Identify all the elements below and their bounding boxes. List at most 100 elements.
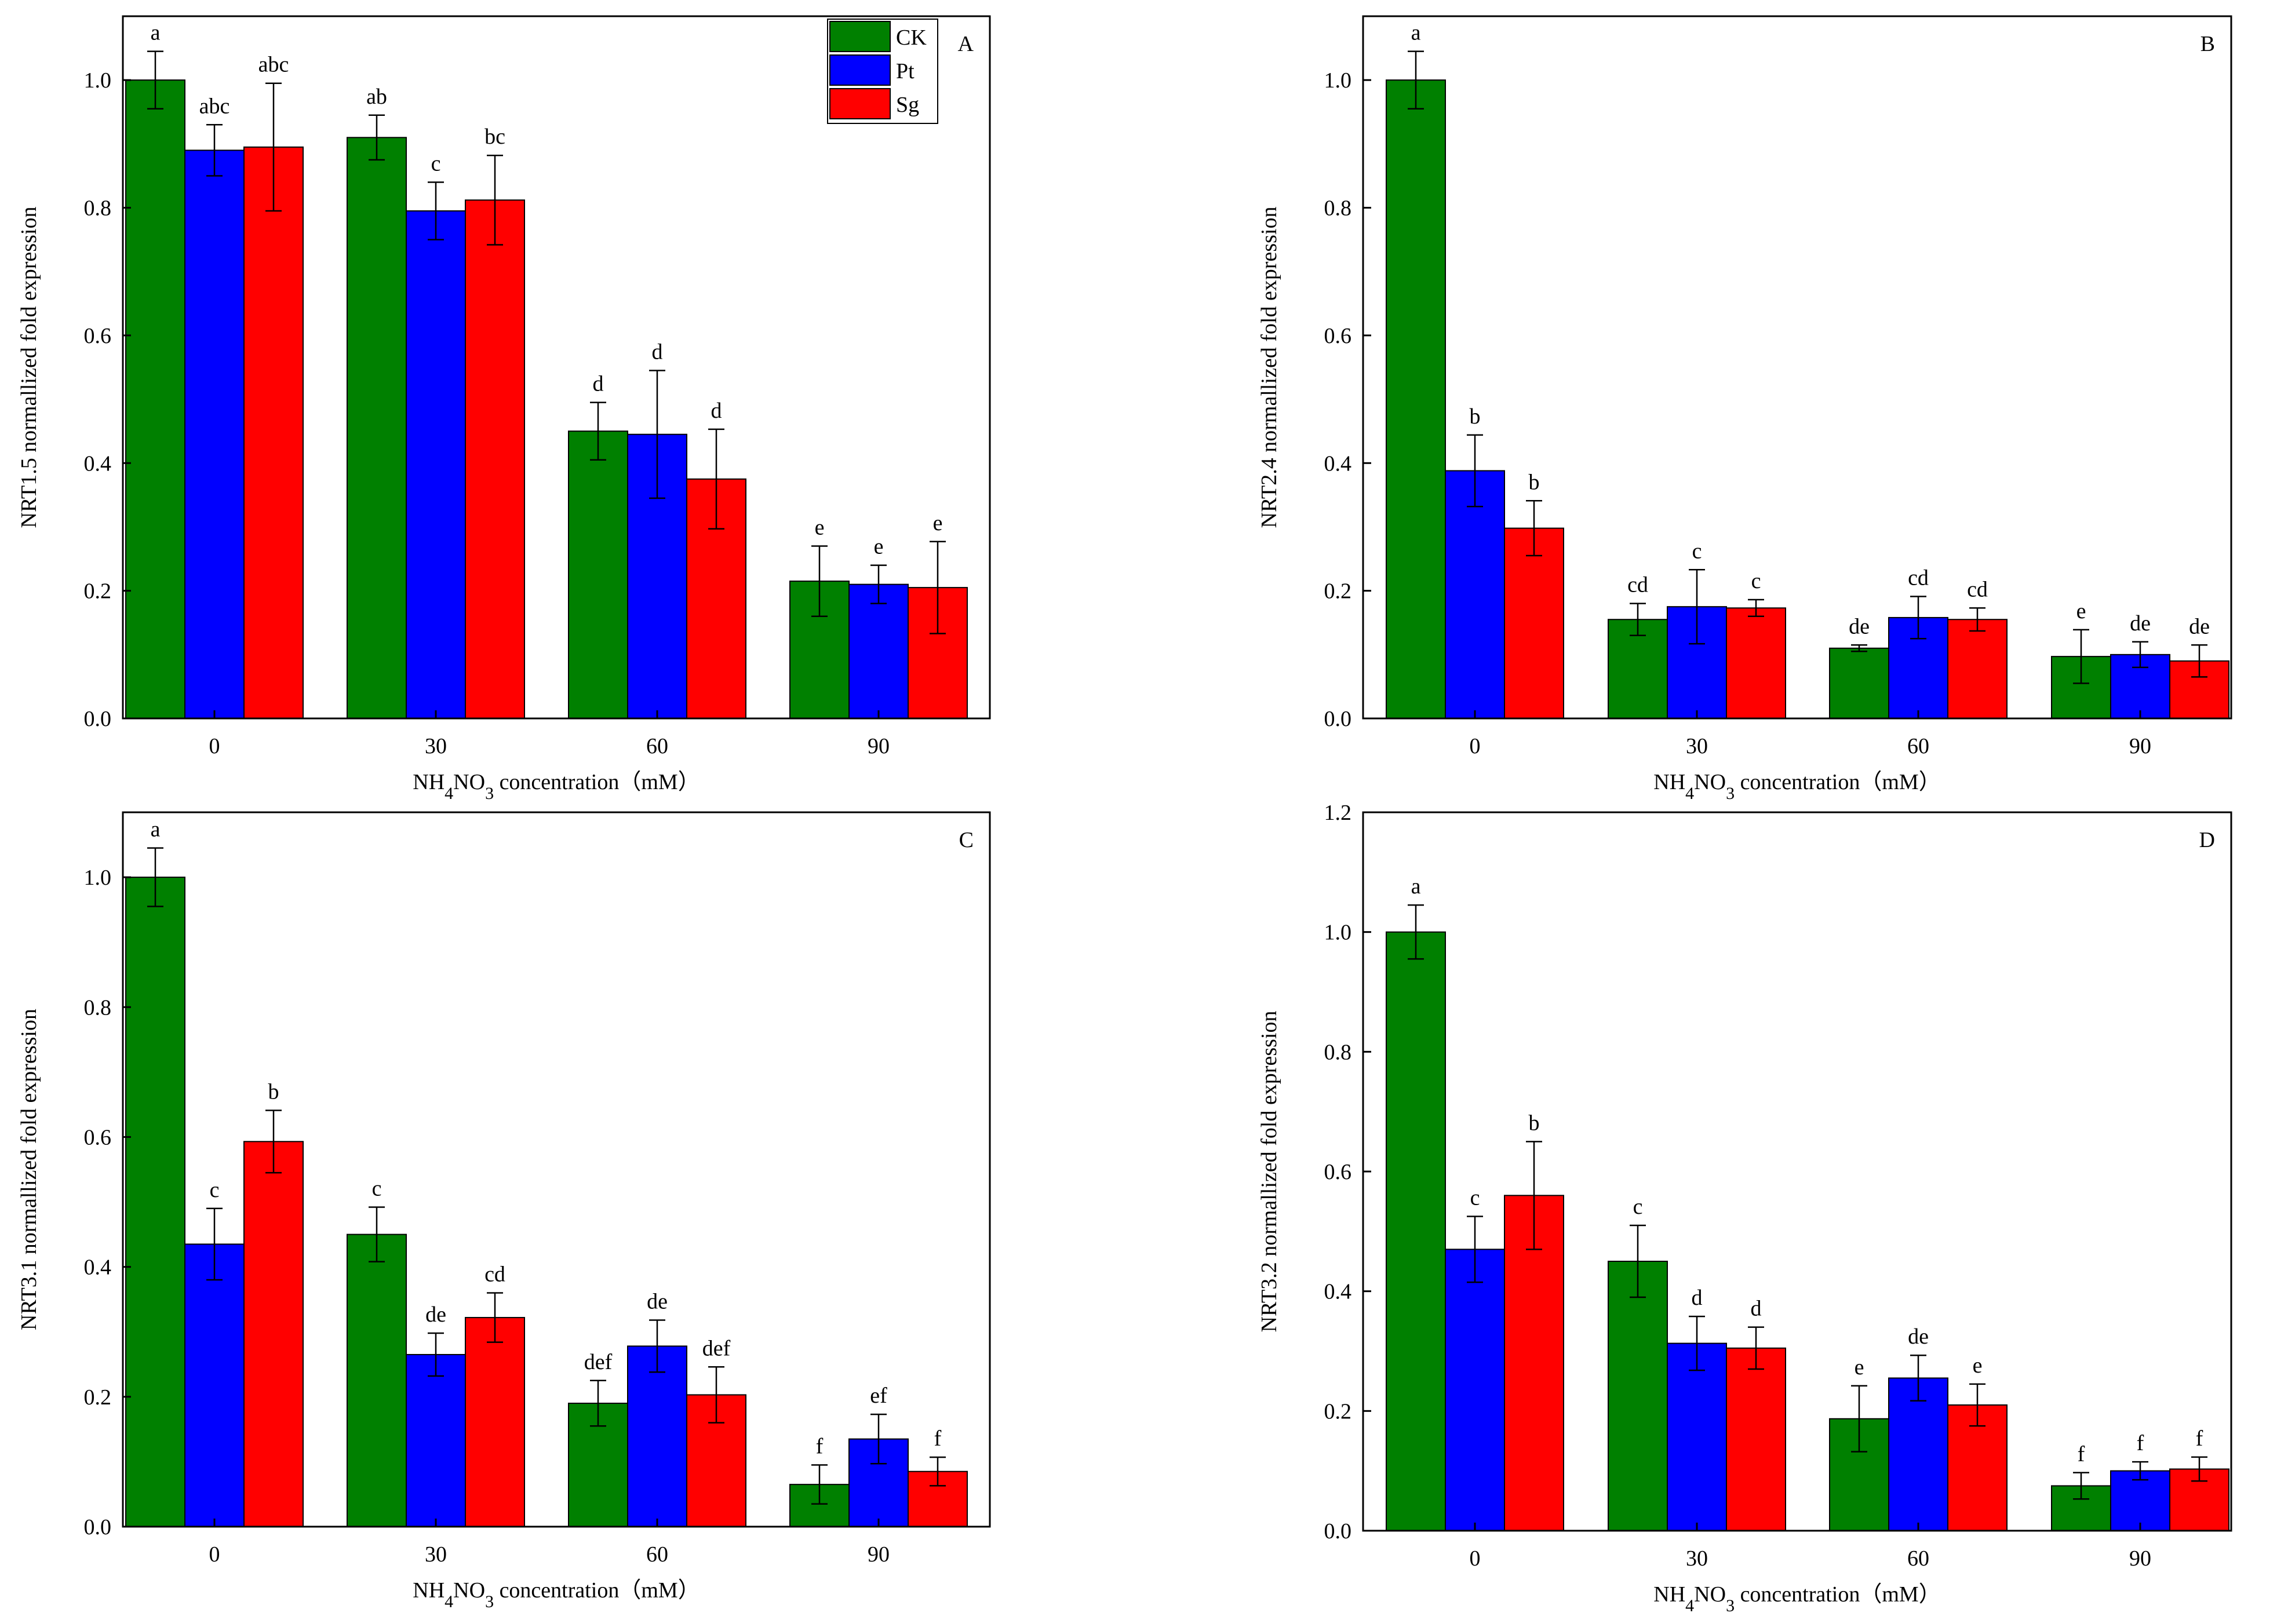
xtick-label-D-0: 0: [1470, 1546, 1481, 1571]
sig-letter-C-ck-0: a: [151, 818, 161, 842]
bar-B-sg-0: [1504, 527, 1564, 720]
xtick-label-D-90: 90: [2129, 1546, 2151, 1571]
bar-A-pt-0: [184, 149, 245, 719]
bar-C-pt-60: [627, 1345, 687, 1527]
bar-B-sg-60: [1947, 619, 2008, 719]
sig-letter-A-ck-90: e: [815, 516, 825, 540]
errorbar-B-pt-0: [1467, 434, 1483, 508]
legend-swatch-ck: [829, 21, 891, 52]
ytick-label-C-0: 0.0: [84, 1515, 112, 1539]
bar-D-pt-90: [2110, 1470, 2170, 1532]
sig-letter-A-sg-90: e: [933, 511, 943, 535]
errorbar-A-ck-90: [811, 545, 828, 617]
errorbar-B-sg-60: [1969, 607, 1985, 632]
ytick-label-D-1: 0.2: [1324, 1399, 1352, 1424]
errorbar-A-ck-60: [590, 402, 606, 461]
sig-letter-B-sg-90: de: [2189, 614, 2210, 638]
bar-D-pt-30: [1667, 1342, 1727, 1531]
panel-label-A: A: [958, 32, 974, 56]
bar-B-pt-0: [1445, 470, 1505, 720]
bar-D-ck-0: [1386, 931, 1446, 1531]
sig-letter-B-ck-90: e: [2076, 599, 2086, 623]
sig-letter-D-sg-60: e: [1973, 1353, 1983, 1378]
bar-A-ck-30: [347, 137, 407, 719]
errorbar-D-pt-0: [1467, 1216, 1483, 1283]
errorbar-C-pt-0: [206, 1207, 223, 1281]
errorbar-B-pt-90: [2132, 641, 2148, 669]
ytick-label-A-3: 0.6: [84, 324, 112, 348]
panel-A: a ab d e abc c d e abc bc d e 0.0 0.2 0.4 0.6 0.8 1.0 0 30 6…: [17, 15, 991, 803]
errorbar-A-sg-0: [265, 82, 282, 212]
sig-letter-C-pt-60: de: [647, 1290, 668, 1314]
bar-A-sg-30: [465, 199, 525, 720]
sig-letter-A-sg-30: bc: [484, 125, 505, 149]
sig-letter-A-ck-0: a: [151, 21, 161, 45]
sig-letter-D-pt-0: c: [1470, 1186, 1480, 1210]
errorbar-B-ck-0: [1408, 50, 1424, 110]
sig-letter-A-ck-30: ab: [366, 85, 387, 109]
errorbar-B-pt-30: [1689, 569, 1705, 645]
xtick-label-B-0: 0: [1470, 734, 1481, 758]
errorbar-C-sg-90: [930, 1456, 946, 1487]
errorbar-B-pt-60: [1910, 596, 1926, 640]
legend-A: CK Pt Sg: [827, 19, 938, 124]
errorbar-D-pt-90: [2132, 1461, 2148, 1481]
errorbar-A-sg-30: [487, 154, 503, 246]
ytick-label-D-0: 0.0: [1324, 1519, 1352, 1543]
errorbar-D-sg-90: [2191, 1456, 2207, 1482]
bar-B-ck-0: [1386, 79, 1446, 720]
errorbar-A-sg-90: [930, 541, 946, 634]
errorbar-C-sg-30: [487, 1292, 503, 1343]
errorbar-B-sg-0: [1526, 500, 1542, 557]
xlabel-C: NH4NO3 concentration（mM）: [413, 1578, 700, 1611]
errorbar-A-ck-30: [369, 114, 385, 161]
sig-letter-D-ck-0: a: [1411, 874, 1421, 899]
ytick-label-C-4: 0.8: [84, 995, 112, 1020]
errorbar-D-ck-60: [1851, 1385, 1867, 1453]
sig-letter-D-pt-60: de: [1908, 1324, 1929, 1349]
xtick-label-B-60: 60: [1907, 734, 1929, 758]
xtick-label-A-90: 90: [868, 734, 890, 758]
errorbar-A-sg-60: [708, 428, 724, 530]
errorbar-D-ck-0: [1408, 904, 1424, 960]
sig-letter-A-sg-60: d: [711, 399, 722, 423]
xtick-label-B-90: 90: [2129, 734, 2151, 758]
ytick-label-A-4: 0.8: [84, 196, 112, 221]
bar-C-ck-30: [347, 1233, 407, 1527]
panel-label-C: C: [959, 828, 974, 852]
sig-letter-A-pt-0: abc: [199, 94, 230, 118]
sig-letter-D-sg-90: f: [2196, 1426, 2203, 1451]
ytick-label-C-5: 1.0: [84, 866, 112, 890]
bar-A-ck-0: [125, 79, 185, 720]
sig-letter-A-pt-30: c: [431, 151, 441, 176]
legend-label-sg: Sg: [896, 93, 919, 117]
ytick-label-D-6: 1.2: [1324, 801, 1352, 825]
bar-C-pt-30: [406, 1353, 466, 1527]
ytick-label-B-0: 0.0: [1324, 707, 1352, 731]
xlabel-B: NH4NO3 concentration（mM）: [1653, 770, 1940, 803]
ytick-label-B-1: 0.2: [1324, 579, 1352, 604]
ytick-label-D-2: 0.4: [1324, 1280, 1352, 1304]
sig-letter-C-ck-30: c: [372, 1177, 382, 1201]
sig-letter-D-pt-90: f: [2137, 1431, 2144, 1455]
panel-C: a c def f c de de ef b cd def f 0.0 0.2 0.4 0.6 0.8 1.0 0 3…: [17, 811, 991, 1611]
errorbar-B-sg-90: [2191, 644, 2207, 678]
xtick-label-A-30: 30: [425, 734, 447, 758]
sig-letter-A-pt-90: e: [874, 535, 884, 559]
bar-A-sg-0: [243, 146, 304, 719]
legend-swatch-sg: [829, 88, 891, 119]
ytick-label-A-1: 0.2: [84, 579, 112, 604]
errorbar-C-ck-0: [147, 847, 163, 907]
errorbar-C-pt-60: [649, 1319, 665, 1373]
xtick-label-C-0: 0: [209, 1542, 220, 1567]
sig-letter-B-pt-90: de: [2130, 611, 2151, 636]
sig-letter-C-sg-60: def: [702, 1336, 731, 1360]
errorbar-A-pt-0: [206, 124, 223, 177]
xtick-label-A-60: 60: [646, 734, 668, 758]
xtick-label-C-90: 90: [868, 1542, 890, 1567]
sig-letter-B-pt-0: b: [1470, 404, 1481, 429]
errorbar-D-ck-30: [1630, 1224, 1646, 1298]
bar-D-pt-0: [1445, 1249, 1505, 1531]
legend-label-pt: Pt: [896, 59, 915, 83]
